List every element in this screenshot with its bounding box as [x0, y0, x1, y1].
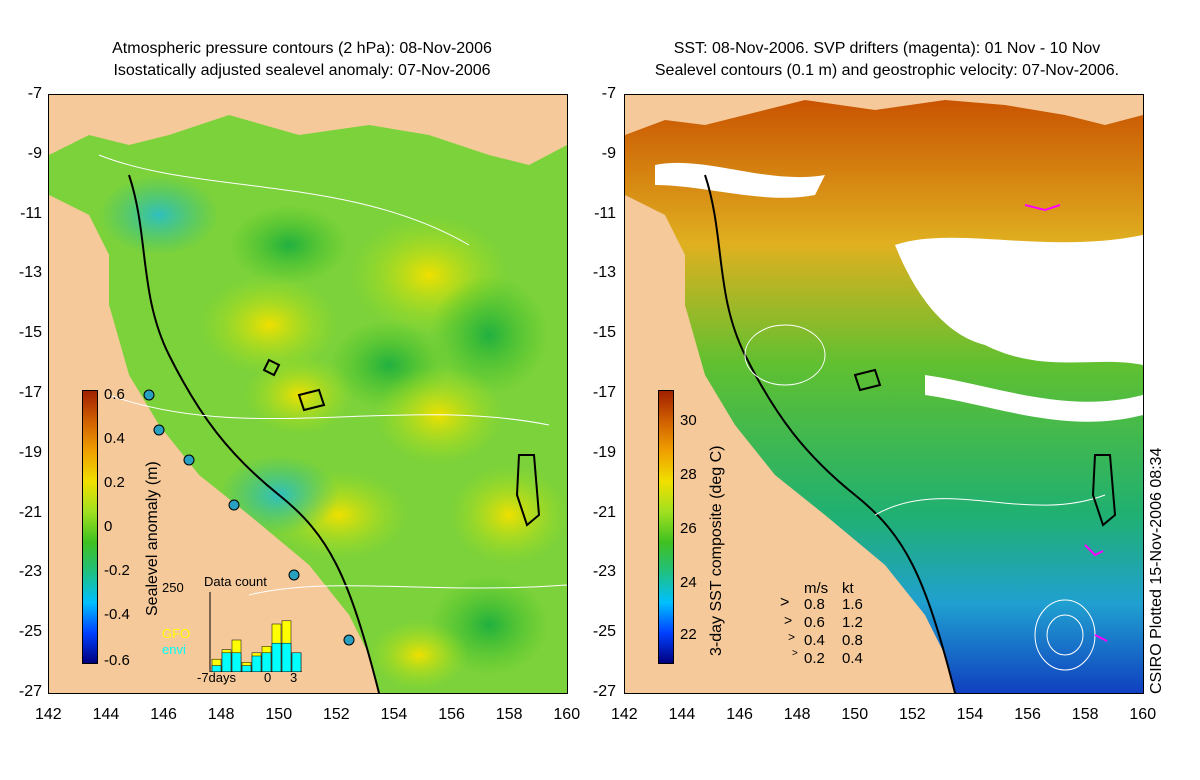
velocity-ms: 0.2	[804, 650, 825, 667]
x-tick-label: 148	[207, 706, 235, 723]
envi-bar	[231, 652, 242, 672]
right-cbar-tick: 26	[680, 520, 697, 537]
left-cbar-tick: 0.6	[104, 386, 125, 403]
y-tick-label: -11	[20, 204, 42, 222]
y-tick-label: -21	[18, 503, 42, 521]
right-cbar-tick: 22	[680, 626, 697, 643]
left-cbar-tick: -0.6	[104, 652, 130, 669]
inset-legend-gfo: GFO	[162, 626, 191, 641]
y-tick-label: -23	[592, 563, 616, 581]
velocity-kt: 0.4	[842, 650, 863, 667]
y-tick-label: -7	[601, 85, 616, 102]
envi-bar	[281, 642, 292, 672]
velocity-header-kt: kt	[842, 580, 854, 597]
right-colorbar	[658, 390, 674, 664]
envi-bar	[291, 652, 302, 672]
envi-bar	[221, 652, 232, 672]
velocity-legend: m/s kt > 0.8 1.6 > 0.6 1.2 > 0.4 0.8 > 0…	[776, 580, 886, 670]
x-tick-label: 146	[150, 706, 177, 723]
x-tick-label: 142	[611, 706, 638, 723]
x-tick-label: 152	[323, 706, 350, 723]
right-title-line2: Sealevel contours (0.1 m) and geostrophi…	[654, 62, 1120, 79]
y-tick-label: -17	[592, 384, 616, 401]
right-colorbar-label: 3-day SST composite (deg C)	[708, 445, 725, 656]
x-tick-label: 154	[956, 706, 984, 723]
left-cbar-tick: -0.4	[104, 606, 130, 623]
y-tick-label: -7	[27, 85, 42, 102]
y-tick-label: -13	[592, 264, 616, 282]
velocity-header-ms: m/s	[804, 580, 829, 597]
credit-text: CSIRO Plotted 15-Nov-2006 08:34	[1148, 447, 1165, 694]
y-tick-label: -17	[18, 384, 42, 401]
velocity-ms: 0.8	[804, 596, 825, 613]
right-map-svg	[625, 95, 1143, 693]
left-cbar-tick: 0	[104, 518, 113, 535]
inset-xlabel-right: 3	[290, 670, 298, 685]
right-map[interactable]	[624, 94, 1144, 694]
arrow-icon: >	[792, 648, 798, 659]
left-map-svg	[49, 95, 567, 693]
arrow-icon: >	[788, 630, 796, 644]
right-cbar-tick: 28	[680, 466, 697, 483]
envi-bar	[251, 655, 262, 672]
arrow-icon: >	[780, 594, 790, 611]
y-tick-label: -11	[594, 204, 616, 222]
x-tick-label: 144	[668, 706, 696, 723]
right-cbar-tick: 30	[680, 412, 697, 429]
y-tick-label: -15	[18, 324, 42, 342]
y-tick-label: -27	[18, 683, 42, 700]
x-tick-label: 144	[92, 706, 120, 723]
x-tick-label: 158	[1071, 706, 1099, 723]
x-tick-label: 150	[265, 706, 293, 723]
arrow-icon: >	[784, 612, 793, 628]
y-tick-label: -25	[592, 623, 616, 641]
x-tick-label: 146	[726, 706, 753, 723]
envi-bar	[261, 652, 272, 672]
y-tick-label: -23	[18, 563, 42, 581]
left-colorbar	[82, 390, 98, 664]
x-tick-label: 148	[783, 706, 811, 723]
y-tick-label: -9	[27, 144, 42, 162]
left-title-line2: Isostatically adjusted sealevel anomaly:…	[113, 62, 491, 79]
right-cbar-tick: 24	[680, 574, 697, 591]
x-tick-label: 158	[495, 706, 523, 723]
inset-xlabel-left: -7days	[197, 670, 237, 685]
x-tick-label: 152	[899, 706, 926, 723]
x-tick-label: 160	[1129, 706, 1157, 723]
y-tick-label: -19	[18, 443, 42, 461]
data-count-inset: 250 Data count GFO envi -7days 0 3	[162, 574, 302, 686]
left-title-line1: Atmospheric pressure contours (2 hPa): 0…	[112, 40, 492, 57]
velocity-kt: 1.6	[842, 596, 863, 613]
inset-xlabel-mid: 0	[264, 670, 272, 685]
inset-ymax-label: 250	[162, 580, 184, 595]
envi-bar	[241, 665, 252, 672]
y-tick-label: -19	[592, 443, 616, 461]
velocity-ms: 0.6	[804, 614, 825, 631]
inset-bars	[209, 592, 302, 672]
inset-legend-envi: envi	[162, 642, 186, 657]
y-tick-label: -21	[592, 503, 616, 521]
left-cbar-tick: -0.2	[104, 562, 130, 579]
x-tick-label: 156	[438, 706, 465, 723]
inset-title: Data count	[204, 574, 267, 589]
x-tick-label: 142	[35, 706, 62, 723]
velocity-ms: 0.4	[804, 632, 825, 649]
left-map[interactable]	[48, 94, 568, 694]
left-colorbar-label: Sealevel anomaly (m)	[144, 461, 161, 616]
y-tick-label: -9	[601, 144, 616, 162]
velocity-kt: 1.2	[842, 614, 863, 631]
y-tick-label: -25	[18, 623, 42, 641]
envi-bar	[271, 642, 282, 672]
x-tick-label: 156	[1014, 706, 1041, 723]
x-tick-label: 150	[841, 706, 869, 723]
x-tick-label: 160	[553, 706, 581, 723]
x-tick-label: 154	[380, 706, 408, 723]
left-cbar-tick: 0.4	[104, 430, 125, 447]
y-tick-label: -13	[18, 264, 42, 282]
right-title-line1: SST: 08-Nov-2006. SVP drifters (magenta)…	[673, 40, 1101, 57]
y-tick-label: -27	[592, 683, 616, 700]
left-cbar-tick: 0.2	[104, 474, 125, 491]
velocity-kt: 0.8	[842, 632, 863, 649]
y-tick-label: -15	[592, 324, 616, 342]
